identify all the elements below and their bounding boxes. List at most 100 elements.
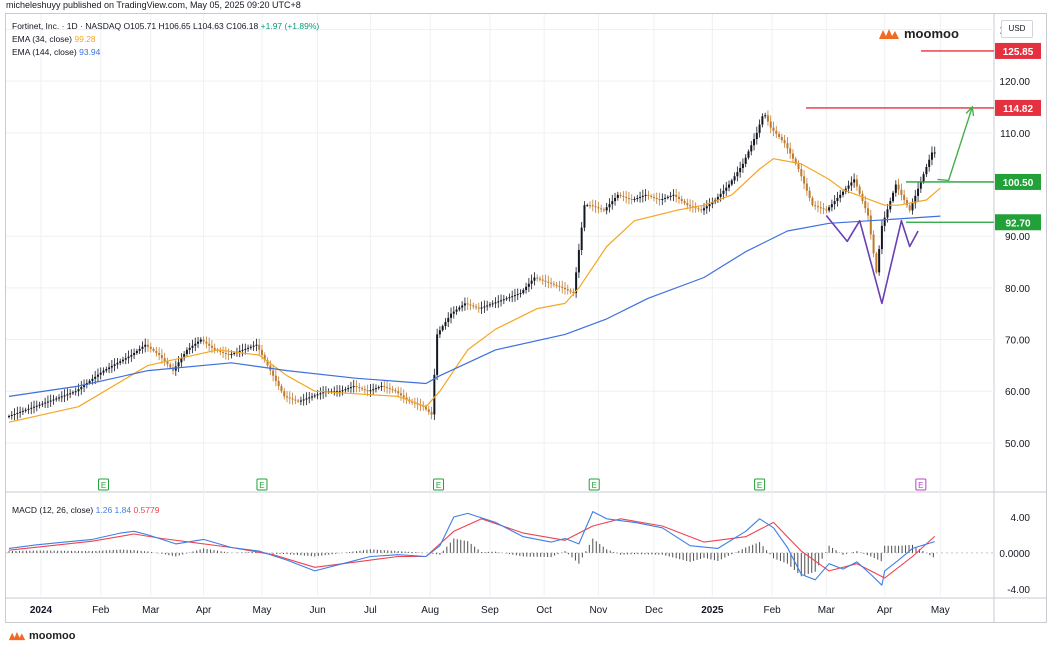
high-value: 106.65 [164, 21, 191, 31]
candle-body [814, 205, 817, 207]
candle-body [842, 191, 844, 195]
candle-body [741, 163, 744, 168]
candle-body [169, 364, 172, 368]
candle-body [108, 367, 111, 370]
candle-body [180, 358, 183, 363]
candle-body [386, 387, 389, 389]
candle-body [703, 208, 705, 211]
candle-body [113, 364, 116, 366]
candle-body [711, 202, 714, 205]
candle-body [689, 205, 692, 207]
candle-body [219, 350, 222, 352]
candle-body [258, 344, 261, 350]
candle-body [94, 376, 97, 379]
candle-body [155, 350, 158, 353]
candle-body [274, 375, 277, 381]
candle-body [791, 153, 794, 159]
candle-body [472, 305, 475, 307]
candle-body [566, 289, 569, 291]
candle-body [716, 196, 719, 201]
candle-body [475, 306, 478, 308]
candle-body [516, 294, 519, 296]
candle-body [922, 174, 925, 182]
ema34-line [8, 158, 941, 423]
candle-body [10, 415, 13, 417]
candle-body [853, 179, 856, 183]
candle-body [658, 198, 661, 201]
candle-body [436, 334, 439, 375]
candle-body [44, 402, 47, 404]
candle-body [839, 194, 842, 198]
price-tick-label: 60.00 [1005, 387, 1030, 398]
candle-body [91, 378, 94, 381]
candle-body [764, 115, 767, 117]
candle-body [233, 352, 236, 355]
candle-body [33, 406, 36, 408]
candle-body [800, 169, 803, 177]
candle-body [697, 208, 700, 210]
candle-body [380, 386, 383, 388]
candle-body [405, 397, 408, 400]
candle-body [166, 361, 169, 365]
candle-body [794, 158, 797, 164]
candle-body [352, 386, 355, 388]
candle-body [344, 389, 347, 391]
candle-body [116, 362, 119, 365]
moomoo-logo-icon [879, 28, 899, 39]
candle-body [452, 311, 455, 314]
candle-body [105, 369, 108, 371]
level-label-text: 100.50 [1003, 178, 1034, 189]
candle-body [347, 388, 350, 390]
candle-body [867, 208, 870, 216]
candle-body [816, 206, 819, 208]
candle-body [805, 183, 808, 191]
candle-body [928, 159, 931, 167]
candle-body [769, 121, 772, 128]
candle-body [783, 140, 786, 144]
candle-body [483, 306, 486, 308]
candle-body [897, 184, 900, 190]
candle-body [597, 207, 600, 209]
candle-body [575, 272, 578, 294]
candle-body [458, 307, 461, 310]
candle-body [666, 196, 669, 198]
candle-body [160, 355, 163, 359]
candle-body [336, 391, 339, 393]
candle-body [833, 201, 836, 205]
histogram-value: 0.5779 [133, 505, 160, 515]
candle-body [614, 197, 617, 202]
level-label-box [995, 214, 1041, 231]
candle-body [761, 116, 764, 125]
candle-body [13, 413, 16, 416]
candle-body [647, 194, 650, 196]
candle-body [872, 234, 875, 254]
macd-line [8, 511, 935, 586]
candle-body [675, 194, 678, 197]
candle-body [299, 400, 302, 402]
candle-body [569, 290, 572, 292]
chart-canvas[interactable]: E E E E E E 125.85 114.82 100.50 92.70 50.00 60.00… [6, 14, 1046, 622]
candle-body [447, 317, 450, 322]
currency-button[interactable]: USD [1001, 20, 1033, 38]
candle-body [878, 249, 881, 273]
candle-body [753, 139, 756, 146]
candle-body [933, 152, 936, 154]
candle-body [627, 197, 630, 199]
candle-body [775, 130, 778, 134]
moomoo-footer-logo: moomoo [8, 630, 75, 642]
candle-body [355, 386, 358, 388]
candle-body [502, 299, 505, 301]
candle-body [900, 189, 903, 195]
candle-body [208, 343, 211, 346]
candle-body [319, 393, 322, 395]
candle-body [135, 350, 138, 353]
candle-body [494, 302, 497, 304]
moomoo-footer-icon [8, 631, 26, 641]
candle-body [133, 352, 136, 356]
candle-body [602, 209, 605, 211]
candle-body [600, 208, 603, 210]
candle-body [508, 297, 511, 299]
candle-body [277, 380, 280, 387]
candle-body [519, 293, 522, 295]
candle-body [650, 195, 653, 197]
